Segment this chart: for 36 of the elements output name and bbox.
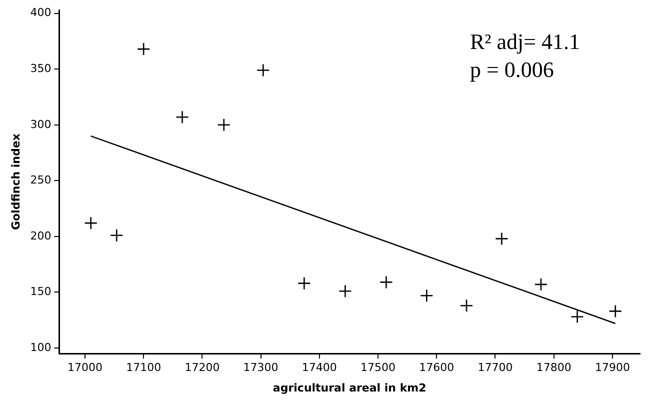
point (460, 298, 474, 312)
x-tick-label: 17200 (184, 361, 220, 374)
point (84, 216, 98, 230)
point (534, 278, 548, 292)
point (136, 42, 150, 56)
point (217, 118, 231, 132)
y-tick-label: 400 (30, 6, 52, 20)
x-tick-label: 17800 (536, 361, 572, 374)
annotation: p = 0.006 (470, 56, 554, 82)
point (570, 310, 584, 324)
point (256, 64, 270, 77)
y-tick-label: 150 (30, 285, 52, 298)
x-tick-label: 17000 (67, 361, 102, 374)
x-tick-label: 17100 (126, 361, 162, 374)
x-tick-label: 17600 (419, 361, 454, 374)
x-tick-label: 17900 (594, 361, 630, 374)
point (608, 304, 622, 318)
point (176, 110, 189, 124)
y-axis-title: Goldfinch index (9, 134, 22, 230)
x-tick-label: 17300 (243, 361, 278, 374)
annotation: R² adj= 41.1 (470, 28, 580, 54)
point (420, 288, 434, 302)
point (495, 232, 508, 246)
x-tick-label: 17500 (360, 361, 396, 374)
y-tick-label: 200 (30, 229, 52, 242)
y-tick-label: 300 (30, 118, 52, 131)
x-axis-title: agricultural areal in km2 (272, 381, 426, 394)
point (298, 276, 311, 290)
point (380, 276, 393, 289)
point (110, 228, 124, 242)
y-tick-label: 350 (30, 62, 52, 75)
y-tick-label: 100 (30, 340, 52, 354)
x-tick-label: 17400 (302, 361, 337, 374)
point (338, 284, 352, 298)
y-tick-label: 250 (30, 174, 52, 187)
x-tick-label: 17700 (478, 361, 513, 374)
